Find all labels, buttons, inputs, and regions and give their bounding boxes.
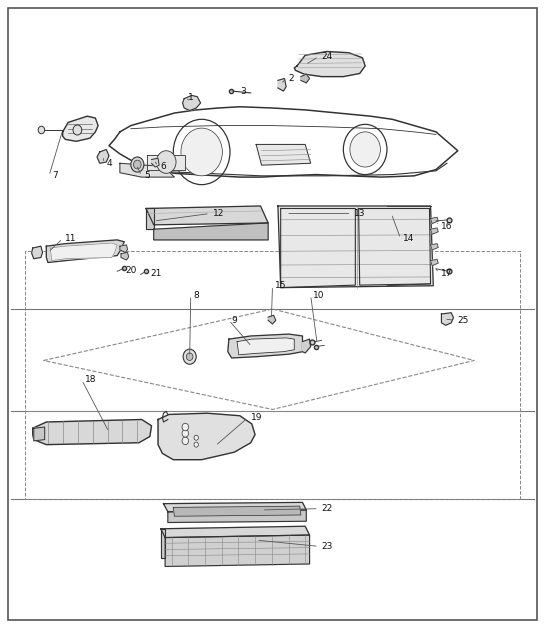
Polygon shape: [120, 245, 128, 252]
Circle shape: [182, 423, 189, 431]
Text: 18: 18: [84, 376, 96, 384]
Text: 2: 2: [289, 74, 294, 83]
Polygon shape: [441, 313, 453, 325]
Circle shape: [38, 126, 45, 134]
Circle shape: [73, 125, 82, 135]
Polygon shape: [146, 208, 154, 229]
Polygon shape: [168, 510, 306, 522]
Polygon shape: [164, 502, 306, 512]
Polygon shape: [278, 206, 433, 288]
Polygon shape: [97, 149, 109, 163]
Polygon shape: [431, 217, 438, 224]
Text: 22: 22: [322, 504, 333, 513]
Text: 23: 23: [322, 542, 333, 551]
Text: 21: 21: [150, 269, 161, 278]
Circle shape: [131, 157, 144, 172]
Circle shape: [194, 442, 198, 447]
Text: 4: 4: [106, 159, 112, 168]
Text: 15: 15: [275, 281, 287, 290]
Text: 13: 13: [354, 209, 366, 218]
Polygon shape: [154, 223, 268, 240]
Polygon shape: [161, 526, 310, 538]
Text: 8: 8: [193, 291, 199, 300]
Polygon shape: [158, 413, 255, 460]
Circle shape: [156, 151, 176, 173]
Polygon shape: [268, 315, 276, 324]
Polygon shape: [121, 252, 129, 260]
Polygon shape: [120, 163, 174, 177]
Polygon shape: [431, 228, 438, 234]
Polygon shape: [147, 155, 185, 170]
Text: 14: 14: [403, 234, 415, 243]
Polygon shape: [33, 420, 152, 445]
Polygon shape: [165, 535, 310, 566]
Circle shape: [350, 132, 380, 167]
Polygon shape: [32, 246, 43, 259]
Polygon shape: [152, 158, 159, 167]
Polygon shape: [173, 506, 301, 516]
Polygon shape: [228, 334, 302, 358]
Text: 25: 25: [458, 316, 469, 325]
Text: 11: 11: [65, 234, 77, 243]
Polygon shape: [161, 529, 165, 558]
Text: 16: 16: [441, 222, 453, 230]
Text: 10: 10: [313, 291, 325, 300]
Text: 3: 3: [240, 87, 246, 95]
Polygon shape: [302, 339, 311, 353]
Circle shape: [183, 349, 196, 364]
Circle shape: [182, 430, 189, 437]
Circle shape: [181, 128, 222, 176]
Text: 9: 9: [232, 316, 238, 325]
Polygon shape: [46, 240, 124, 263]
Text: 7: 7: [52, 171, 58, 180]
Text: 1: 1: [188, 93, 194, 102]
Circle shape: [194, 435, 198, 440]
Polygon shape: [50, 243, 117, 261]
Polygon shape: [294, 51, 365, 77]
Polygon shape: [431, 259, 438, 266]
Polygon shape: [34, 427, 45, 441]
Text: 19: 19: [251, 413, 262, 422]
Polygon shape: [431, 244, 438, 250]
Circle shape: [134, 160, 141, 169]
Text: 5: 5: [144, 171, 150, 180]
Text: 17: 17: [441, 269, 453, 278]
Text: 12: 12: [213, 209, 224, 218]
Polygon shape: [183, 95, 201, 111]
Polygon shape: [256, 144, 311, 165]
Circle shape: [186, 353, 193, 360]
Text: 20: 20: [125, 266, 137, 274]
Text: 6: 6: [161, 162, 167, 171]
Circle shape: [182, 437, 189, 445]
Polygon shape: [146, 206, 268, 225]
Polygon shape: [301, 74, 310, 83]
Polygon shape: [63, 116, 98, 141]
Text: 24: 24: [322, 52, 333, 61]
Polygon shape: [237, 338, 294, 355]
Polygon shape: [278, 78, 286, 91]
